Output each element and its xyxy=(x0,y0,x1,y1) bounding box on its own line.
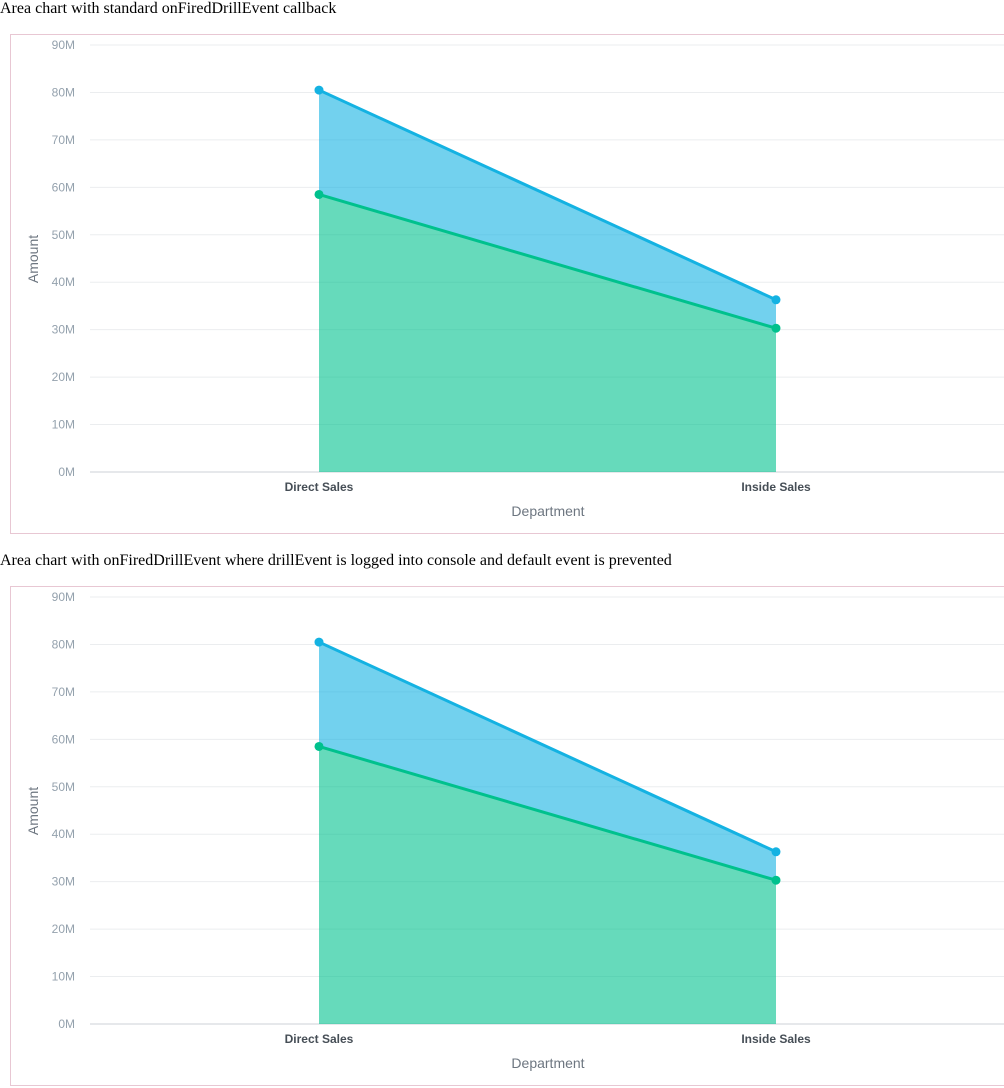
area-chart-container: 0M 10M 20M 30M 40M 50M 60M 70M 80M 90M Direct Sale… xyxy=(10,34,1004,534)
y-tick-label: 50M xyxy=(52,780,75,794)
section-title: Area chart with standard onFiredDrillEve… xyxy=(0,0,337,17)
y-tick-label: 40M xyxy=(52,827,75,841)
y-tick-label: 0M xyxy=(58,465,75,479)
data-point[interactable] xyxy=(771,847,781,857)
section-title: Area chart with onFiredDrillEvent where … xyxy=(0,552,672,569)
y-tick-label: 20M xyxy=(52,370,75,384)
y-tick-label: 60M xyxy=(52,732,75,746)
y-tick-label: 70M xyxy=(52,133,75,147)
area-series-2[interactable] xyxy=(319,746,776,1024)
y-tick-label: 90M xyxy=(52,38,75,52)
data-point[interactable] xyxy=(314,85,324,95)
data-point[interactable] xyxy=(771,295,781,305)
x-tick-label[interactable]: Direct Sales xyxy=(285,1032,354,1046)
y-tick-label: 10M xyxy=(52,418,75,432)
x-axis-title: Department xyxy=(511,1055,584,1071)
data-point[interactable] xyxy=(314,637,324,647)
y-tick-label: 80M xyxy=(52,85,75,99)
area-chart[interactable]: 0M 10M 20M 30M 40M 50M 60M 70M 80M 90M Direct Sale… xyxy=(11,35,1004,534)
y-tick-label: 70M xyxy=(52,685,75,699)
area-chart-container: 0M 10M 20M 30M 40M 50M 60M 70M 80M 90M Direct Sale… xyxy=(10,586,1004,1086)
y-tick-label: 30M xyxy=(52,875,75,889)
x-tick-label[interactable]: Inside Sales xyxy=(741,480,811,494)
x-tick-label[interactable]: Inside Sales xyxy=(741,1032,811,1046)
area-series-1[interactable] xyxy=(319,642,776,881)
data-point[interactable] xyxy=(314,189,324,199)
x-tick-label[interactable]: Direct Sales xyxy=(285,480,354,494)
y-tick-label: 0M xyxy=(58,1017,75,1031)
series-line-2 xyxy=(318,745,777,882)
y-tick-label: 80M xyxy=(52,637,75,651)
data-point[interactable] xyxy=(771,875,781,885)
y-tick-label: 90M xyxy=(52,590,75,604)
y-tick-label: 10M xyxy=(52,970,75,984)
y-axis-title: Amount xyxy=(25,235,41,283)
y-tick-label: 40M xyxy=(52,275,75,289)
y-tick-label: 50M xyxy=(52,228,75,242)
x-axis-title: Department xyxy=(511,503,584,519)
y-tick-label: 30M xyxy=(52,323,75,337)
series-line-1 xyxy=(318,88,777,302)
area-chart[interactable]: 0M 10M 20M 30M 40M 50M 60M 70M 80M 90M Direct Sale… xyxy=(11,587,1004,1086)
area-series-1[interactable] xyxy=(319,90,776,329)
area-series-2[interactable] xyxy=(319,194,776,472)
y-tick-label: 20M xyxy=(52,922,75,936)
data-point[interactable] xyxy=(314,741,324,751)
data-point[interactable] xyxy=(771,323,781,333)
y-tick-label: 60M xyxy=(52,180,75,194)
y-axis-title: Amount xyxy=(25,787,41,835)
series-line-2 xyxy=(318,193,777,330)
series-line-1 xyxy=(318,640,777,854)
